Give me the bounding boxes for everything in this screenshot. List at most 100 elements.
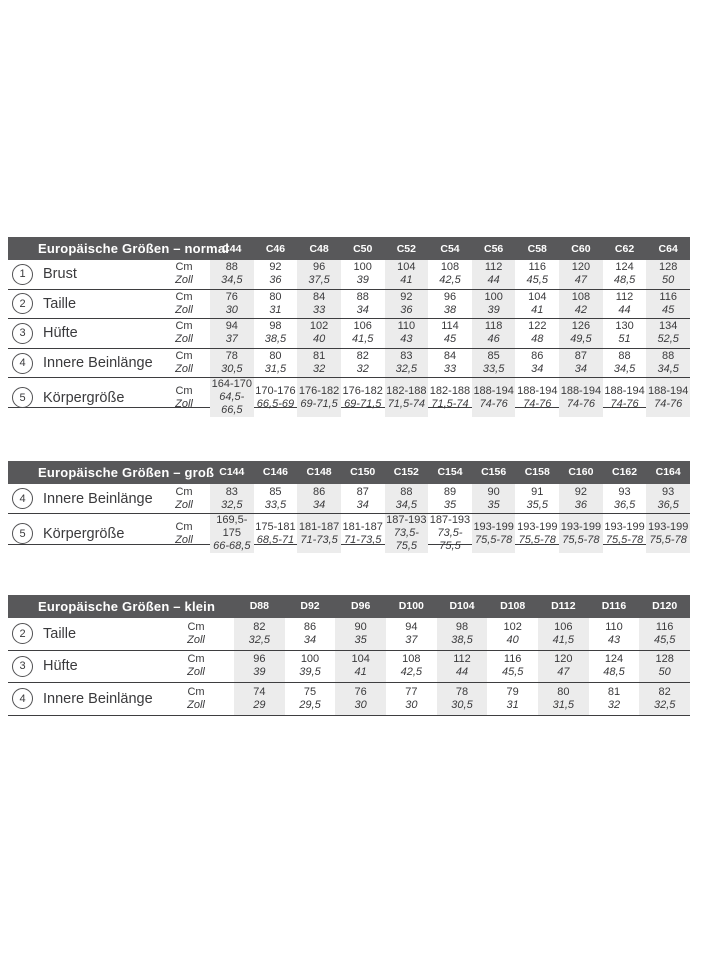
column-header: C162 [611,466,638,479]
zoll-value: 30,5 [451,698,473,711]
zoll-value: 42,5 [400,666,423,679]
zoll-value: 46 [487,333,500,346]
row-label-cell: 3 Hüfte [8,651,158,683]
zoll-value: 29 [253,698,266,711]
column-header: C48 [309,242,329,255]
zoll-value: 69-71,5 [344,397,382,410]
zoll-value: 75,5-78 [474,533,513,546]
measurement-cell: 116 45,5 [487,651,538,683]
row-label: Hüfte [43,658,78,675]
cm-value: 78 [455,685,469,698]
zoll-value: 48,5 [603,666,625,679]
measurement-cell: 112 44 [436,650,488,683]
measurement-cell: 112 44 [603,290,647,319]
table-row: 2 Taille Cm Zoll 76 30 80 31 84 33 88 34 92 36 96 38 100… [8,289,690,320]
unit-cell: Cm Zoll [158,378,210,417]
zoll-value: 75,5-78 [518,533,556,546]
cm-value: 124 [615,261,634,274]
measurement-cell: 86 34 [285,618,336,650]
size-table-klein: Europäische Größen – klein D88 D92 D96 D100… [8,594,690,716]
table-body: 2 Taille Cm Zoll 82 32,5 86 34 90 35 94 37 98 38,5 102… [8,617,690,716]
zoll-value: 30 [225,303,238,316]
cm-value: 88 [662,350,675,363]
cm-value: 126 [571,320,591,333]
unit-zoll-label: Zoll [175,333,193,346]
zoll-value: 41 [531,303,544,316]
measurement-cell: 130 51 [603,319,647,348]
zoll-value: 66-68,5 [213,540,251,553]
measurement-cell: 188-194 74-76 [603,378,647,417]
size-table-gross: Europäische Größen – groß C144 C146 C148 C1… [8,460,690,554]
table-body: 1 Brust Cm Zoll 88 34,5 92 36 96 37,5 100 39 104 41 10… [8,260,690,418]
row-label-cell: 5 Körpergröße [8,378,158,417]
zoll-value: 38,5 [264,333,287,346]
row-number-badge: 2 [12,293,33,315]
zoll-value: 71,5-74 [387,397,425,410]
cm-value: 188-194 [473,384,514,397]
measurement-cell: 108 42,5 [386,651,437,683]
zoll-value: 36 [574,498,588,511]
measurement-cell: 104 41 [384,260,429,289]
zoll-value: 48 [531,333,544,346]
cm-value: 170-176 [255,384,296,397]
column-header: C152 [393,466,419,479]
measurement-cell: 88 34 [341,290,385,319]
zoll-value: 75,5-78 [649,533,687,546]
row-label: Taille [43,625,77,642]
unit-cm-label: Cm [175,485,193,498]
cm-value: 181-187 [342,520,383,533]
cm-value: 82 [356,350,369,363]
zoll-value: 52,5 [657,333,679,346]
measurement-cell: 169,5-175 66-68,5 [210,514,254,554]
table-header-bar: Europäische Größen – groß C144 C146 C148 C1… [8,460,690,484]
cm-value: 187-193 [386,514,427,527]
zoll-value: 32,5 [221,498,243,511]
measurement-cell: 82 32,5 [234,617,285,650]
unit-cell: Cm Zoll [158,683,234,715]
cm-value: 88 [618,350,631,363]
column-header: C64 [658,242,678,255]
cm-value: 85 [487,350,500,363]
measurement-cell: 93 36,5 [603,484,647,514]
zoll-value: 40 [506,633,519,646]
cm-value: 96 [312,261,326,274]
zoll-value: 42,5 [439,274,461,287]
cm-value: 93 [618,485,631,498]
cm-value: 90 [487,485,500,498]
cm-value: 128 [655,653,674,666]
cm-value: 188-194 [604,384,645,397]
zoll-value: 33,5 [264,498,287,511]
zoll-value: 71-73,5 [300,533,338,546]
column-header: C150 [350,466,376,479]
zoll-value: 39 [356,274,369,287]
cm-value: 84 [443,350,457,363]
row-number-badge: 3 [12,655,33,677]
measurement-cell: 78 30,5 [210,348,254,378]
measurement-cell: 114 45 [428,319,472,348]
measurement-cell: 104 41 [515,290,559,319]
measurement-cell: 188-194 74-76 [559,378,603,418]
zoll-value: 49,5 [570,333,592,346]
row-label: Taille [43,295,77,312]
measurement-cell: 82 32,5 [639,683,690,715]
unit-cell: Cm Zoll [158,260,210,289]
measurement-cell: 80 31,5 [254,349,298,378]
cm-value: 193-199 [604,520,645,533]
cm-value: 81 [607,685,621,698]
measurement-cell: 124 48,5 [603,260,647,289]
zoll-value: 30 [354,698,367,711]
measurement-cell: 182-188 71,5-74 [384,378,429,418]
cm-value: 100 [484,290,503,303]
row-number-badge: 1 [12,263,33,285]
measurement-cell: 74 29 [234,683,285,715]
measurement-cell: 84 33 [297,289,341,319]
cm-value: 92 [400,290,413,303]
cm-value: 91 [531,485,544,498]
zoll-value: 44 [455,666,469,679]
cm-value: 188-194 [647,384,689,397]
measurement-cell: 193-199 75,5-78 [471,514,516,554]
unit-cell: Cm Zoll [158,319,210,348]
column-header: C54 [440,242,460,255]
column-header: C62 [614,242,635,255]
cm-value: 193-199 [647,520,689,533]
